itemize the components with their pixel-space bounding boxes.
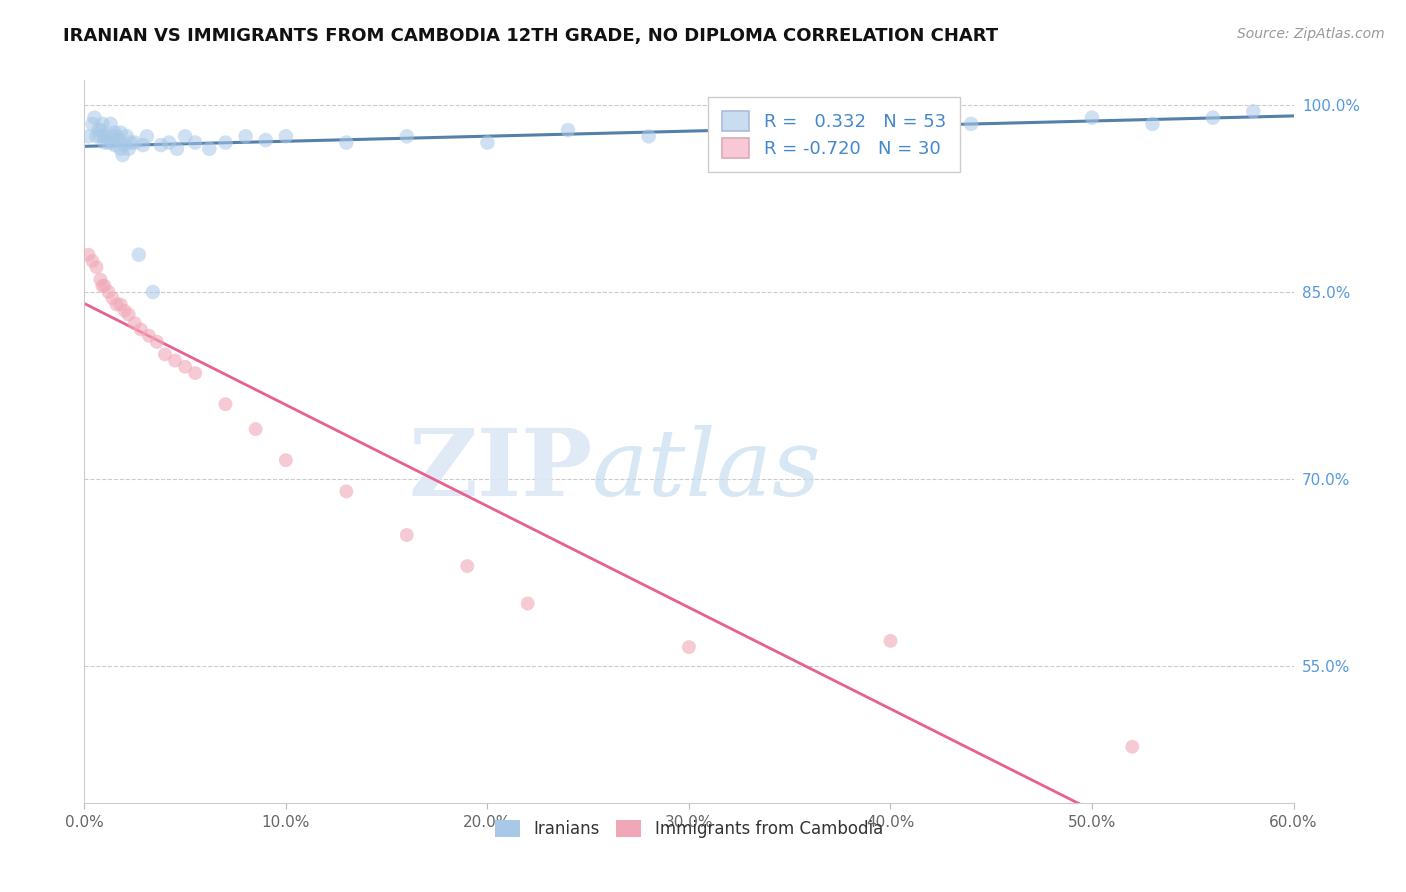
Point	[456, 559, 478, 574]
Point	[166, 142, 188, 156]
Point	[149, 138, 172, 153]
Point	[110, 126, 132, 140]
Point	[89, 272, 111, 286]
Point	[960, 117, 983, 131]
Point	[89, 123, 111, 137]
Point	[274, 129, 297, 144]
Point	[87, 123, 110, 137]
Point	[114, 138, 136, 153]
Point	[105, 129, 128, 144]
Point	[93, 136, 115, 150]
Point	[91, 278, 114, 293]
Point	[174, 359, 197, 374]
Text: ZIP: ZIP	[408, 425, 592, 516]
Point	[97, 285, 120, 299]
Point	[1241, 104, 1264, 119]
Text: IRANIAN VS IMMIGRANTS FROM CAMBODIA 12TH GRADE, NO DIPLOMA CORRELATION CHART: IRANIAN VS IMMIGRANTS FROM CAMBODIA 12TH…	[63, 27, 998, 45]
Point	[132, 138, 155, 153]
Point	[77, 248, 100, 262]
Point	[96, 129, 118, 144]
Point	[120, 136, 142, 150]
Point	[184, 366, 207, 380]
Point	[114, 303, 136, 318]
Point	[115, 129, 138, 144]
Text: atlas: atlas	[592, 425, 821, 516]
Point	[101, 291, 124, 305]
Point	[110, 297, 132, 311]
Point	[1121, 739, 1143, 754]
Point	[214, 136, 236, 150]
Point	[83, 111, 105, 125]
Point	[124, 316, 146, 330]
Point	[274, 453, 297, 467]
Point	[245, 422, 267, 436]
Point	[118, 142, 141, 156]
Point	[395, 129, 418, 144]
Point	[142, 285, 165, 299]
Point	[93, 129, 115, 144]
Point	[335, 136, 357, 150]
Point	[395, 528, 418, 542]
Point	[82, 253, 104, 268]
Point	[254, 133, 277, 147]
Point	[93, 278, 115, 293]
Point	[129, 322, 152, 336]
Point	[101, 129, 124, 144]
Point	[89, 129, 111, 144]
Point	[214, 397, 236, 411]
Point	[110, 142, 132, 156]
Point	[77, 129, 100, 144]
Point	[184, 136, 207, 150]
Point	[198, 142, 221, 156]
Point	[97, 136, 120, 150]
Point	[174, 129, 197, 144]
Legend: Iranians, Immigrants from Cambodia: Iranians, Immigrants from Cambodia	[488, 814, 890, 845]
Point	[101, 136, 124, 150]
Point	[1202, 111, 1225, 125]
Point	[678, 640, 700, 654]
Point	[138, 328, 160, 343]
Point	[153, 347, 176, 361]
Point	[105, 297, 128, 311]
Point	[335, 484, 357, 499]
Point	[839, 113, 862, 128]
Point	[124, 136, 146, 150]
Point	[477, 136, 499, 150]
Point	[879, 633, 901, 648]
Text: Source: ZipAtlas.com: Source: ZipAtlas.com	[1237, 27, 1385, 41]
Point	[111, 148, 134, 162]
Point	[104, 138, 127, 153]
Point	[86, 129, 108, 144]
Point	[516, 597, 538, 611]
Point	[235, 129, 257, 144]
Point	[82, 117, 104, 131]
Point	[1081, 111, 1104, 125]
Point	[1142, 117, 1164, 131]
Point	[557, 123, 579, 137]
Point	[637, 129, 659, 144]
Point	[100, 117, 122, 131]
Point	[157, 136, 180, 150]
Point	[146, 334, 169, 349]
Point	[86, 260, 108, 274]
Point	[107, 133, 129, 147]
Point	[165, 353, 187, 368]
Point	[104, 126, 127, 140]
Point	[91, 117, 114, 131]
Point	[128, 248, 150, 262]
Point	[135, 129, 157, 144]
Point	[738, 120, 761, 135]
Point	[118, 308, 141, 322]
